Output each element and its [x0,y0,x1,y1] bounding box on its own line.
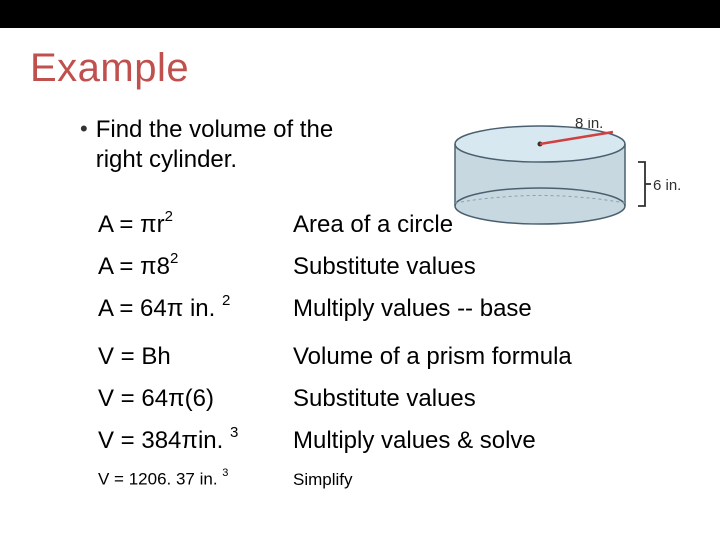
formula-left-4: V = Bh [98,335,293,373]
formula-right-1: Area of a circle [293,209,453,241]
height-label: 6 in. [653,177,681,194]
bullet-icon: • [80,115,88,143]
instruction-block: • Find the volume of the right cylinder. [80,115,356,175]
instruction-text: Find the volume of the right cylinder. [96,115,356,175]
formula-right-2: Substitute values [293,251,476,283]
formula-section: A = πr2 Area of a circle A = π82 Substit… [30,203,690,496]
formula-left-3: A = 64π in. 2 [98,287,293,325]
slide-content: Example • Find the volume of the right c… [0,28,720,496]
formula-right-6: Multiply values & solve [293,425,536,457]
cylinder-icon: 8 in. 6 in. [435,118,685,228]
formula-left-1: A = πr2 [98,203,293,241]
formula-row-4: V = Bh Volume of a prism formula [98,335,670,373]
top-bar [0,0,720,28]
formula-right-5: Substitute values [293,383,476,415]
formula-row-6: V = 384πin. 3 Multiply values & solve [98,419,670,457]
formula-left-simplify: V = 1206. 37 in. 3 [98,459,293,496]
formula-row-simplify: V = 1206. 37 in. 3 Simplify [98,459,670,496]
formula-row-5: V = 64π(6) Substitute values [98,377,670,415]
formula-left-2: A = π82 [98,245,293,283]
formula-row-3: A = 64π in. 2 Multiply values -- base [98,287,670,325]
cylinder-figure: 8 in. 6 in. [435,118,685,228]
volume-formulas-block: V = Bh Volume of a prism formula V = 64π… [98,335,670,496]
formula-right-4: Volume of a prism formula [293,341,572,373]
slide-title: Example [30,46,690,91]
formula-left-6: V = 384πin. 3 [98,419,293,457]
radius-label: 8 in. [575,118,603,132]
formula-row-2: A = π82 Substitute values [98,245,670,283]
formula-left-5: V = 64π(6) [98,377,293,415]
formula-right-simplify: Simplify [293,464,353,496]
formula-right-3: Multiply values -- base [293,293,532,325]
